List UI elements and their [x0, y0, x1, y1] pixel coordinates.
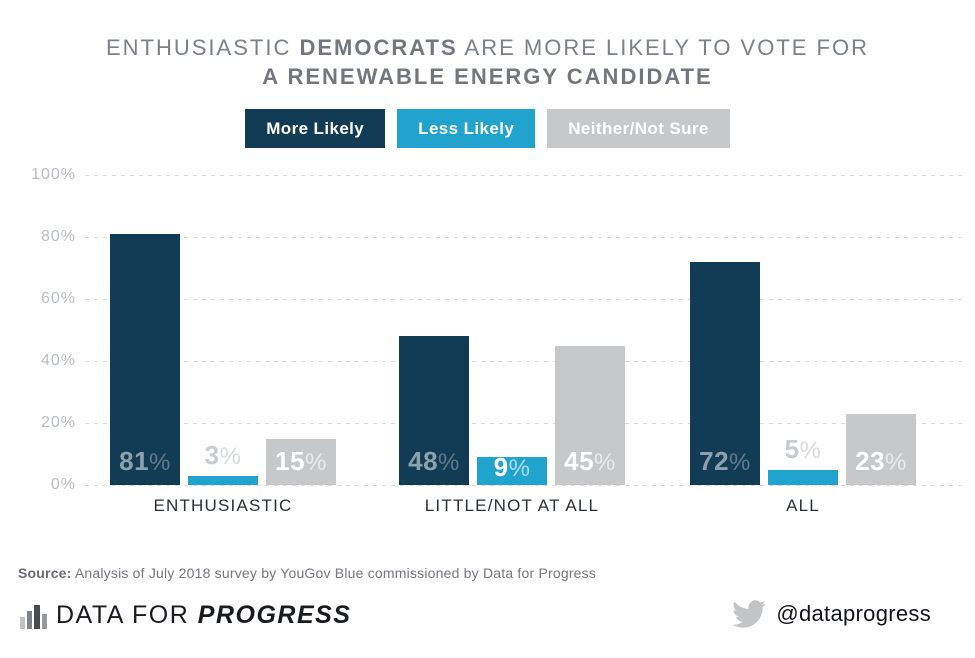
- source-note: Source: Analysis of July 2018 survey by …: [18, 565, 596, 581]
- bar: [266, 438, 336, 485]
- chart-title-line2: A RENEWABLE ENERGY CANDIDATE: [262, 64, 713, 89]
- chart-title-line1: ENTHUSIASTIC DEMOCRATS ARE MORE LIKELY T…: [0, 33, 975, 62]
- twitter-attribution: @dataprogress: [732, 600, 931, 628]
- gridline: [85, 237, 962, 238]
- legend-item: More Likely: [245, 109, 386, 148]
- bar-value-label: 81%: [98, 447, 192, 477]
- category-label: ALL: [786, 496, 820, 515]
- bar-value-percent-sign: %: [219, 442, 242, 470]
- y-tick-label: 20%: [40, 414, 76, 431]
- bar-value-label: 48%: [387, 447, 481, 477]
- bar: [846, 413, 916, 485]
- brand-footer: DATA FOR PROGRESS: [20, 601, 351, 630]
- brand-name-bold: PROGRESS: [197, 601, 352, 629]
- bar-value-number: 72: [699, 446, 730, 476]
- twitter-icon: [732, 600, 767, 628]
- bar-value-label: 5%: [756, 435, 850, 465]
- y-tick-label: 100%: [31, 166, 76, 183]
- bar-value-number: 48: [408, 446, 439, 476]
- bar: [768, 469, 838, 485]
- y-tick-label: 0%: [50, 476, 76, 493]
- bar-value-number: 15: [275, 446, 306, 476]
- brand-name: DATA FOR PROGRESS: [56, 601, 351, 630]
- y-tick-label: 60%: [40, 290, 76, 307]
- bar-value-label: 9%: [465, 453, 559, 483]
- gridline: [85, 175, 962, 176]
- bar-value-percent-sign: %: [149, 449, 171, 476]
- bar: [690, 261, 760, 485]
- bar-value-percent-sign: %: [799, 436, 822, 464]
- title-suffix: ARE MORE LIKELY TO VOTE FOR: [464, 35, 869, 60]
- gridline: [85, 423, 962, 424]
- bar-value-number: 9: [493, 452, 509, 482]
- bar-chart-logo-icon: [20, 603, 47, 629]
- category-label: ENTHUSIASTIC: [153, 496, 293, 515]
- twitter-handle: @dataprogress: [776, 601, 931, 626]
- gridline: [85, 361, 962, 362]
- title-bold-word: DEMOCRATS: [299, 35, 458, 60]
- bar-value-number: 81: [119, 446, 150, 476]
- title-prefix: ENTHUSIASTIC: [105, 35, 292, 60]
- bar-value-label: 3%: [176, 441, 270, 471]
- y-tick-label: 80%: [40, 228, 76, 245]
- bar-value-percent-sign: %: [438, 449, 460, 476]
- bar-value-label: 72%: [678, 447, 772, 477]
- bar-value-label: 15%: [254, 447, 348, 477]
- bar-value-percent-sign: %: [594, 449, 616, 476]
- bar-value-label: 45%: [543, 447, 637, 477]
- gridline: [85, 299, 962, 300]
- source-text: Analysis of July 2018 survey by YouGov B…: [74, 565, 597, 581]
- y-tick-label: 40%: [40, 352, 76, 369]
- bar: [555, 345, 625, 485]
- chart-legend: More Likely Less Likely Neither/Not Sure: [0, 109, 975, 148]
- legend-item: Less Likely: [397, 109, 536, 148]
- bar-value-percent-sign: %: [885, 449, 907, 476]
- bar-value-number: 3: [204, 439, 220, 470]
- bar: [477, 457, 547, 485]
- bar: [188, 475, 258, 485]
- bar-value-percent-sign: %: [305, 449, 327, 476]
- source-label: Source:: [18, 565, 72, 581]
- bar-value-percent-sign: %: [508, 455, 531, 482]
- bar-value-number: 5: [784, 433, 800, 464]
- gridline: [85, 485, 962, 486]
- bar-value-number: 45: [564, 446, 595, 476]
- legend-item: Neither/Not Sure: [547, 109, 730, 148]
- chart-title: ENTHUSIASTIC DEMOCRATS ARE MORE LIKELY T…: [0, 33, 975, 91]
- bar: [110, 233, 180, 485]
- bar-value-number: 23: [855, 446, 886, 476]
- bar-value-percent-sign: %: [729, 449, 751, 476]
- category-label: LITTLE/NOT AT ALL: [424, 496, 600, 515]
- brand-name-regular: DATA FOR: [56, 601, 190, 629]
- bar: [399, 336, 469, 485]
- bar-value-label: 23%: [834, 447, 928, 477]
